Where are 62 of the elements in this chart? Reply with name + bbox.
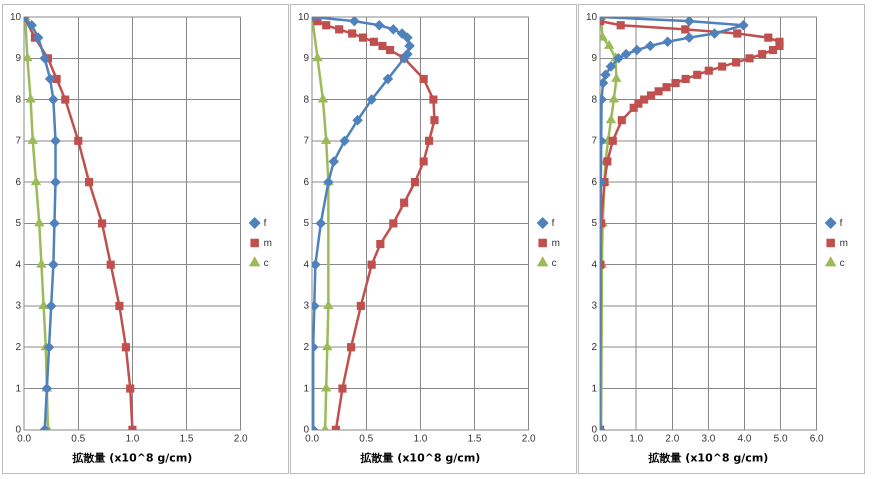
legend-label: m bbox=[552, 238, 560, 249]
y-tick-label: 4 bbox=[592, 259, 598, 270]
y-tick-label: 10 bbox=[586, 12, 598, 23]
legend-label: c bbox=[552, 258, 557, 269]
y-tick-label: 3 bbox=[16, 300, 22, 312]
x-tick-label: 3.0 bbox=[701, 434, 716, 445]
legend-label: f bbox=[840, 218, 843, 229]
y-tick-label: 8 bbox=[16, 94, 22, 106]
y-tick-label: 8 bbox=[304, 94, 310, 106]
x-axis-title: 拡散量 (x10^8 g/cm) bbox=[359, 451, 480, 464]
x-tick-label: 0.5 bbox=[71, 434, 86, 445]
x-tick-label: 1.0 bbox=[125, 434, 140, 445]
legend-label: c bbox=[840, 258, 845, 269]
x-tick-label: 1.0 bbox=[629, 434, 644, 445]
x-tick-label: 2.0 bbox=[522, 434, 536, 445]
y-tick-label: 8 bbox=[592, 94, 598, 106]
y-tick-label: 10 bbox=[298, 12, 310, 23]
y-tick-label: 7 bbox=[304, 136, 310, 147]
legend-label: f bbox=[552, 218, 555, 229]
y-tick-label: 0 bbox=[592, 424, 598, 436]
y-tick-label: 9 bbox=[592, 53, 598, 64]
y-tick-label: 1 bbox=[16, 383, 22, 394]
legend-label: m bbox=[264, 238, 272, 249]
legend-label: c bbox=[264, 258, 269, 269]
y-tick-label: 9 bbox=[16, 53, 22, 64]
y-tick-label: 10 bbox=[10, 12, 22, 23]
legend-label: f bbox=[264, 218, 267, 229]
x-tick-label: 1.5 bbox=[468, 434, 482, 445]
x-tick-label: 4.0 bbox=[738, 434, 752, 445]
y-tick-label: 6 bbox=[16, 176, 22, 188]
y-tick-label: 2 bbox=[304, 342, 310, 353]
x-tick-label: 0.5 bbox=[359, 434, 374, 445]
y-tick-label: 6 bbox=[304, 176, 310, 188]
y-tick-label: 5 bbox=[304, 218, 310, 230]
x-tick-label: 5.0 bbox=[774, 434, 788, 445]
y-tick-label: 1 bbox=[592, 383, 598, 394]
y-tick-label: 3 bbox=[304, 300, 310, 312]
y-tick-label: 2 bbox=[16, 342, 22, 353]
y-tick-label: 6 bbox=[592, 176, 598, 188]
x-axis-title: 拡散量 (x10^8 g/cm) bbox=[647, 451, 768, 464]
x-tick-label: 2.0 bbox=[665, 434, 680, 445]
x-tick-label: 0.0 bbox=[305, 434, 320, 445]
legend-label: m bbox=[840, 238, 848, 249]
x-tick-label: 6.0 bbox=[810, 434, 824, 445]
y-tick-label: 0 bbox=[16, 424, 22, 436]
x-tick-label: 2.0 bbox=[234, 434, 248, 445]
y-tick-label: 4 bbox=[16, 259, 22, 270]
y-tick-label: 9 bbox=[304, 53, 310, 64]
y-tick-label: 7 bbox=[592, 136, 598, 147]
x-tick-label: 0.0 bbox=[593, 434, 608, 445]
y-tick-label: 0 bbox=[304, 424, 310, 436]
y-tick-label: 7 bbox=[16, 136, 22, 147]
y-tick-label: 2 bbox=[592, 342, 598, 353]
x-tick-label: 1.5 bbox=[180, 434, 194, 445]
x-axis-title: 拡散量 (x10^8 g/cm) bbox=[71, 451, 192, 464]
x-tick-label: 1.0 bbox=[413, 434, 428, 445]
y-tick-label: 3 bbox=[592, 300, 598, 312]
y-tick-label: 5 bbox=[16, 218, 22, 230]
y-tick-label: 5 bbox=[592, 218, 598, 230]
y-tick-label: 4 bbox=[304, 259, 310, 270]
x-tick-label: 0.0 bbox=[17, 434, 32, 445]
y-tick-label: 1 bbox=[304, 383, 310, 394]
